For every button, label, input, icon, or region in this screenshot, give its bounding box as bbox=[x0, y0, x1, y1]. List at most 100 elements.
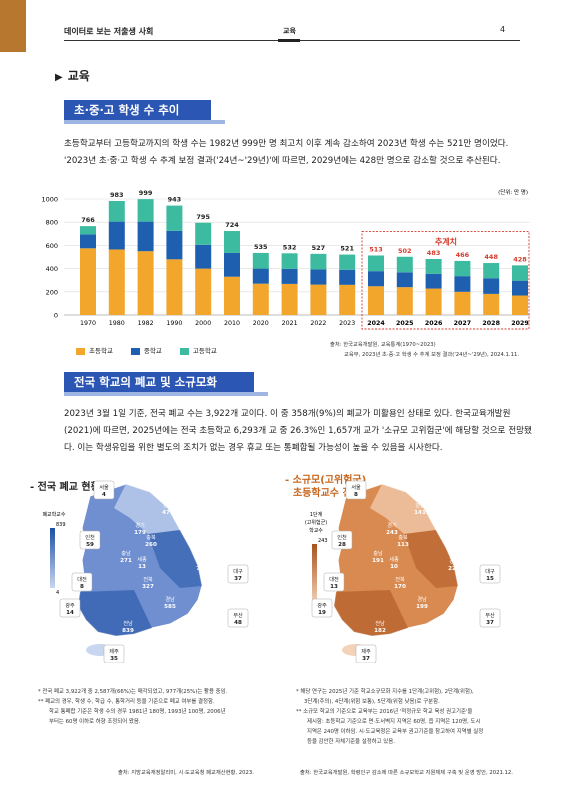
bar-segment bbox=[224, 231, 240, 253]
triangle-bullet-icon: ▶ bbox=[55, 72, 63, 83]
chart-unit: (단위: 만 명) bbox=[498, 188, 528, 196]
y-tick-label: 0 bbox=[54, 312, 58, 320]
region-name: 울산 bbox=[469, 593, 479, 601]
bar-segment bbox=[454, 260, 471, 277]
bar-segment bbox=[108, 221, 125, 250]
region-name: 인천 bbox=[337, 534, 347, 541]
region-shape bbox=[404, 530, 458, 588]
x-tick-label: 2020 bbox=[253, 320, 269, 327]
bar-segment bbox=[396, 272, 413, 288]
region-value: 14 bbox=[66, 610, 74, 616]
bar-segment bbox=[339, 254, 356, 270]
bar-segment bbox=[137, 199, 154, 222]
x-tick-label: 2027 bbox=[454, 320, 472, 327]
region-shape bbox=[148, 530, 202, 588]
banner-student-trend: 초·중·고 학생 수 추이 bbox=[64, 100, 225, 124]
bar-total-label: 535 bbox=[254, 243, 268, 251]
chart-source-line: 출처: 한국교육개발원, 교육통계(1970~2023) bbox=[330, 342, 436, 348]
region-name: 전북 bbox=[395, 576, 405, 583]
region-name: 충북 bbox=[146, 533, 156, 541]
bar-segment bbox=[224, 276, 240, 315]
y-tick-label: 800 bbox=[46, 219, 58, 227]
legend-title: 폐교학교수 bbox=[42, 511, 65, 518]
region-value: 37 bbox=[486, 620, 494, 626]
map-small-schools: 1단계(고위험군)학교수2438서울8강원141경기243인천28충북113충남… bbox=[305, 480, 501, 663]
legend-swatch bbox=[130, 347, 140, 355]
bar-segment bbox=[224, 252, 240, 277]
map2-heading: - 소규모(고위험군) 초등학교수 전망 bbox=[285, 474, 366, 500]
region-value: 199 bbox=[416, 604, 428, 610]
map2-heading-line: - 소규모(고위험군) bbox=[285, 475, 367, 486]
region-name: 세종 bbox=[389, 555, 399, 563]
bar-total-label: 448 bbox=[484, 253, 498, 261]
region-name: 경기 bbox=[387, 521, 397, 529]
bar-segment bbox=[512, 280, 528, 296]
region-label-box bbox=[355, 644, 377, 663]
bar-segment bbox=[80, 248, 96, 315]
legend-title: (고위험군) bbox=[305, 519, 327, 526]
region-name: 대전 bbox=[329, 575, 339, 583]
region-value: 271 bbox=[120, 558, 132, 564]
header-title: 데이터로 보는 저출생 사회 bbox=[64, 27, 154, 36]
bar-segment bbox=[137, 251, 154, 315]
region-name: 충남 bbox=[121, 549, 131, 557]
region-name: 제주 bbox=[109, 647, 119, 655]
note-line: ** 소규모 학교의 기준으로 교육부는 2016년 '적정규모 학교 육성 권… bbox=[296, 709, 473, 715]
region-value: 327 bbox=[142, 584, 154, 590]
region-shape bbox=[78, 590, 152, 636]
region-name: 부산 bbox=[485, 611, 495, 619]
legend-swatch bbox=[179, 347, 189, 355]
region-value: 113 bbox=[397, 542, 409, 548]
region-value: 839 bbox=[122, 628, 134, 634]
region-name: 광주 bbox=[65, 602, 75, 609]
region-name: 대구 bbox=[485, 567, 495, 575]
bar-total-label: 943 bbox=[168, 196, 182, 204]
region-value: 10 bbox=[390, 564, 398, 570]
bar-segment bbox=[281, 283, 298, 315]
region-shape bbox=[334, 590, 408, 636]
projection-label: 추계치 bbox=[435, 236, 457, 246]
legend-max: 243 bbox=[318, 538, 328, 544]
region-label-box bbox=[227, 608, 249, 628]
legend-min: 4 bbox=[56, 590, 59, 596]
bar-segment bbox=[368, 286, 384, 315]
region-value: 243 bbox=[386, 530, 398, 536]
region-value: 8 bbox=[80, 584, 84, 590]
bar-segment bbox=[483, 293, 500, 315]
note-line: * 해당 연구는 2025년 기준 학교소규모화 지수를 1단계(고위험), 2… bbox=[296, 689, 474, 695]
bar-segment bbox=[195, 222, 212, 245]
bar-segment bbox=[483, 278, 500, 294]
note-line: 3단계(주의), 4단계(위험 보통), 5단계(위험 낮음)로 구분함. bbox=[304, 699, 440, 705]
bar-total-label: 999 bbox=[139, 189, 153, 197]
bar-segment bbox=[454, 276, 471, 292]
bar-segment bbox=[396, 287, 413, 315]
x-tick-label: 1982 bbox=[138, 320, 154, 327]
bar-segment bbox=[80, 234, 96, 249]
region-label-box bbox=[71, 572, 93, 592]
note-line: * 전국 폐교 3,922개 중 2,587개(66%)는 매각되었고, 977… bbox=[38, 689, 228, 695]
region-name: 대구 bbox=[233, 567, 243, 575]
region-name: 부산 bbox=[233, 611, 243, 619]
bar-total-label: 521 bbox=[340, 245, 354, 253]
bar-segment bbox=[425, 258, 442, 274]
region-label-box bbox=[331, 530, 353, 550]
region-shape bbox=[370, 484, 436, 534]
y-tick-label: 1000 bbox=[41, 196, 58, 204]
bar-segment bbox=[195, 268, 212, 315]
notes-map2: * 해당 연구는 2025년 기준 학교소규모화 지수를 1단계(고위험), 2… bbox=[296, 687, 536, 747]
note-line: 부터는 60명 이하로 하향 조정되어 왔음. bbox=[49, 719, 141, 725]
region-value: 179 bbox=[134, 530, 146, 536]
bar-total-label: 724 bbox=[225, 221, 239, 229]
bar-segment bbox=[195, 244, 212, 269]
region-label-box bbox=[323, 572, 345, 592]
region-name: 경기 bbox=[135, 521, 145, 529]
bar-segment bbox=[454, 291, 471, 315]
region-value: 29 bbox=[218, 602, 226, 608]
bar-segment bbox=[483, 263, 500, 279]
bar-total-label: 527 bbox=[312, 244, 326, 252]
legend-label: 초등학교 bbox=[89, 347, 113, 355]
bar-segment bbox=[166, 205, 183, 231]
header-rule-mark bbox=[278, 39, 300, 42]
bar-segment bbox=[108, 200, 125, 222]
bar-segment bbox=[368, 271, 384, 287]
